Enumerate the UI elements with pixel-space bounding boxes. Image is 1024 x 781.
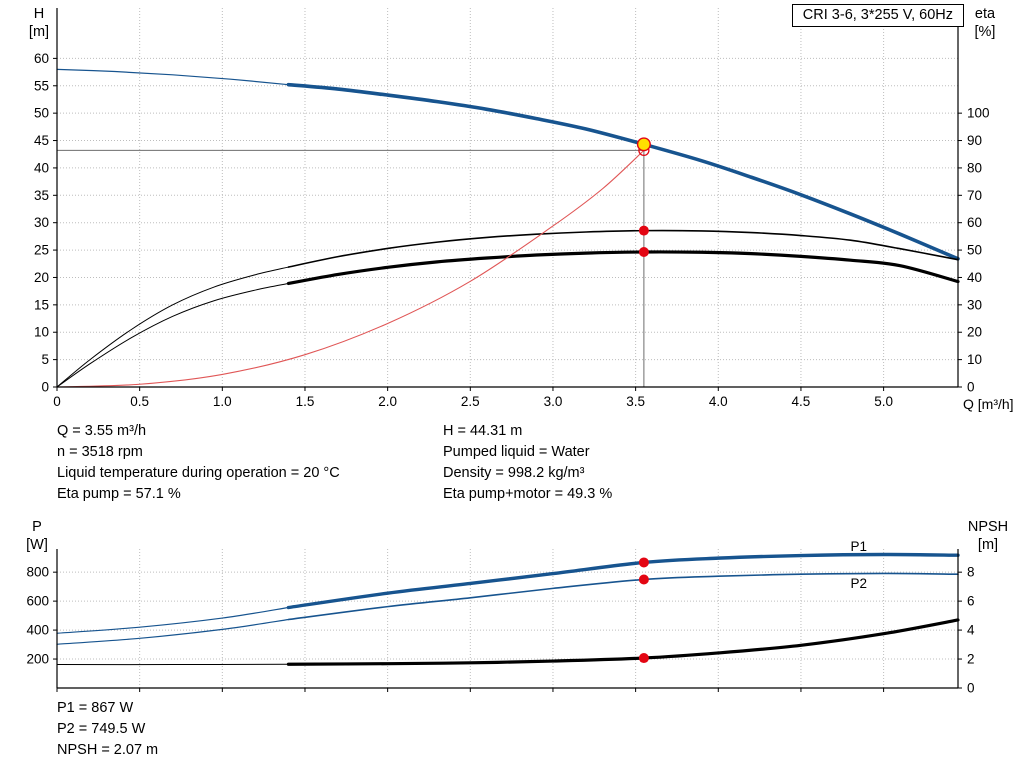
info-line: P1 = 867 W (57, 700, 134, 716)
svg-text:P2: P2 (851, 576, 868, 591)
info-line: Q = 3.55 m³/h (57, 423, 147, 439)
svg-text:30: 30 (34, 215, 49, 230)
svg-text:200: 200 (26, 652, 49, 667)
head-axis-title: H [m] (20, 5, 58, 41)
svg-text:4.0: 4.0 (709, 394, 728, 409)
svg-text:80: 80 (967, 160, 982, 175)
svg-text:0: 0 (967, 380, 975, 395)
svg-text:400: 400 (26, 623, 49, 638)
svg-text:1.5: 1.5 (296, 394, 315, 409)
svg-text:P1: P1 (851, 539, 868, 554)
svg-text:30: 30 (967, 297, 982, 312)
svg-text:2: 2 (967, 652, 975, 667)
svg-text:55: 55 (34, 78, 49, 93)
svg-text:4: 4 (967, 623, 975, 638)
svg-text:20: 20 (967, 325, 982, 340)
info-line: Liquid temperature during operation = 20… (57, 465, 340, 481)
svg-text:5.0: 5.0 (874, 394, 893, 409)
info-line: Density = 998.2 kg/m³ (443, 465, 585, 481)
svg-text:6: 6 (967, 594, 975, 609)
eta-axis-title: eta [%] (964, 5, 1006, 41)
info-line: Pumped liquid = Water (443, 444, 590, 460)
svg-text:8: 8 (967, 565, 975, 580)
svg-text:40: 40 (34, 160, 49, 175)
svg-text:0: 0 (967, 681, 975, 696)
svg-text:10: 10 (34, 325, 49, 340)
npsh-axis-symbol: NPSH (967, 519, 1009, 535)
info-line: n = 3518 rpm (57, 444, 143, 460)
head-axis-symbol: H (33, 6, 45, 22)
svg-text:45: 45 (34, 133, 49, 148)
svg-text:1.0: 1.0 (213, 394, 232, 409)
svg-text:600: 600 (26, 594, 49, 609)
svg-text:3.5: 3.5 (626, 394, 645, 409)
svg-text:35: 35 (34, 188, 49, 203)
svg-text:800: 800 (26, 565, 49, 580)
svg-text:10: 10 (967, 352, 982, 367)
svg-text:4.5: 4.5 (792, 394, 811, 409)
info-line: NPSH = 2.07 m (57, 742, 159, 758)
svg-text:50: 50 (967, 243, 982, 258)
pump-title-box: CRI 3-6, 3*255 V, 60Hz (791, 4, 964, 27)
eta-axis-unit: [%] (974, 24, 996, 40)
npsh-axis-unit: [m] (977, 537, 999, 553)
svg-text:2.0: 2.0 (378, 394, 397, 409)
svg-text:0.5: 0.5 (130, 394, 149, 409)
duty-info-right-column: H = 44.31 m Pumped liquid = Water Densit… (443, 421, 612, 505)
power-axis-title: P [W] (18, 518, 56, 554)
svg-text:0: 0 (41, 380, 49, 395)
svg-text:25: 25 (34, 243, 49, 258)
duty-info-left-column: Q = 3.55 m³/h n = 3518 rpm Liquid temper… (57, 421, 340, 505)
svg-text:70: 70 (967, 188, 982, 203)
info-line: Eta pump+motor = 49.3 % (443, 486, 613, 502)
power-info-column: P1 = 867 W P2 = 749.5 W NPSH = 2.07 m (57, 698, 158, 761)
svg-text:50: 50 (34, 106, 49, 121)
svg-text:3.0: 3.0 (544, 394, 563, 409)
svg-text:60: 60 (34, 51, 49, 66)
svg-text:15: 15 (34, 297, 49, 312)
svg-text:2.5: 2.5 (461, 394, 480, 409)
power-axis-symbol: P (32, 519, 42, 535)
flow-axis-unit: Q [m³/h] (963, 396, 1014, 412)
svg-text:60: 60 (967, 215, 982, 230)
eta-axis-symbol: eta (974, 6, 996, 22)
svg-text:20: 20 (34, 270, 49, 285)
info-line: Eta pump = 57.1 % (57, 486, 181, 502)
svg-text:0: 0 (53, 394, 61, 409)
svg-text:100: 100 (967, 106, 990, 121)
svg-text:5: 5 (41, 352, 49, 367)
info-line: H = 44.31 m (443, 423, 523, 439)
head-axis-unit: [m] (28, 24, 50, 40)
info-line: P2 = 749.5 W (57, 721, 146, 737)
npsh-axis-title: NPSH [m] (960, 518, 1016, 554)
svg-text:90: 90 (967, 133, 982, 148)
svg-text:40: 40 (967, 270, 982, 285)
power-axis-unit: [W] (26, 537, 48, 553)
